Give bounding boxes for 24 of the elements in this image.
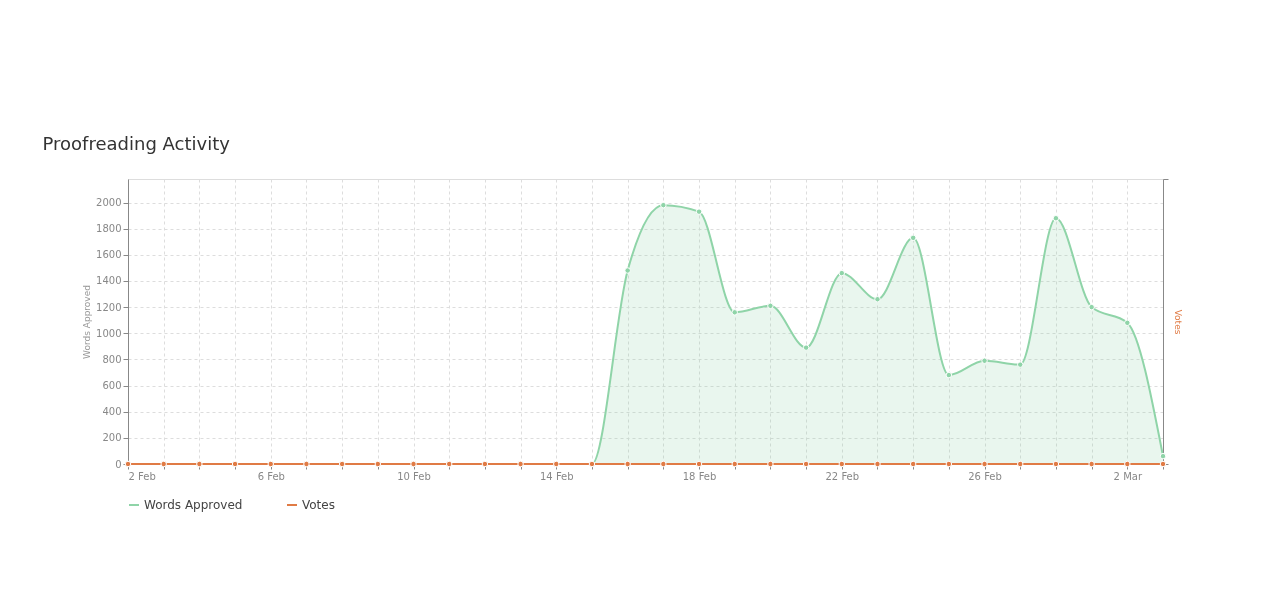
y-tick-label: 600 [102, 380, 122, 392]
legend-label: Votes [302, 498, 335, 512]
x-tick-label: 10 Feb [397, 470, 431, 482]
legend-label: Words Approved [144, 498, 243, 512]
x-tick-label: 26 Feb [968, 470, 1002, 482]
y2-axis-title: Votes [1173, 309, 1183, 335]
x-tick-label: 22 Feb [825, 470, 860, 482]
x-tick-label: 2 Feb [128, 470, 156, 482]
y-axis-title: Words Approved [82, 285, 93, 359]
x-tick-label: 14 Feb [539, 470, 574, 482]
y-tick-label: 400 [102, 406, 122, 418]
y-tick-label: 1600 [96, 249, 122, 261]
chart-title: Proofreading Activity [42, 132, 231, 154]
x-tick-label: 18 Feb [682, 470, 717, 482]
x-tick-label: 6 Feb [257, 470, 285, 482]
y-tick-label: 2000 [96, 197, 122, 209]
y-tick-label: 1800 [96, 223, 122, 235]
y-tick-label: 1000 [96, 327, 122, 339]
y-tick-label: 0 [115, 458, 122, 470]
y-tick-label: 1400 [96, 275, 122, 287]
y-tick-label: 1200 [96, 301, 122, 313]
x-tick-label: 2 Mar [1113, 470, 1143, 482]
y-tick-label: 800 [102, 353, 122, 365]
y-tick-label: 200 [102, 432, 122, 444]
